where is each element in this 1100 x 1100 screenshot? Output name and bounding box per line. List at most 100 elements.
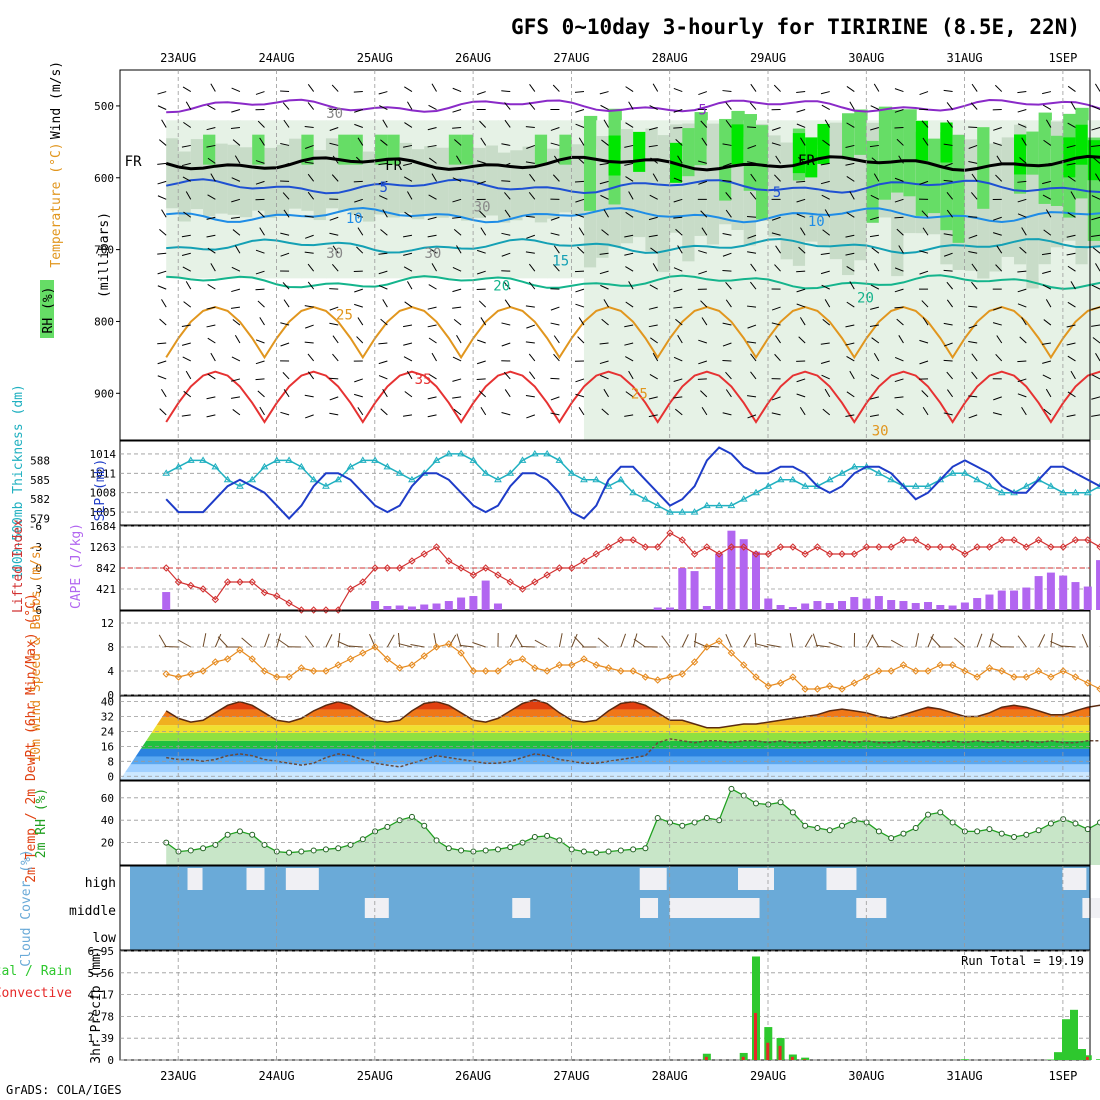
wind-barb bbox=[698, 339, 708, 344]
top-date-tick: 24AUG bbox=[258, 51, 294, 65]
wind-barb bbox=[625, 356, 634, 362]
thickness-point bbox=[494, 475, 502, 483]
temp-tick-label: 0 bbox=[107, 770, 114, 783]
temp-axis-label: 2m Temp / 2m DewPt (6hr Min/Max) (°C) bbox=[24, 593, 39, 883]
lifted-index-point bbox=[887, 543, 895, 551]
slp-tick-label: 1011 bbox=[90, 467, 117, 480]
wind-barb bbox=[815, 644, 830, 648]
wind-barb bbox=[231, 109, 241, 113]
wind-barb bbox=[161, 388, 167, 398]
lifted-index-point bbox=[850, 550, 859, 558]
wind-speed-point bbox=[285, 673, 293, 681]
wind-barb bbox=[454, 139, 462, 146]
wind-barb bbox=[698, 360, 708, 365]
lifted-index-point bbox=[1084, 536, 1092, 544]
rh-tick-label: 60 bbox=[101, 792, 114, 805]
wind-barb bbox=[650, 337, 658, 344]
wind-barb bbox=[529, 173, 536, 182]
wind-barb bbox=[206, 306, 216, 310]
lifted-index-point bbox=[776, 543, 785, 551]
wind-barb bbox=[329, 127, 339, 131]
rh-shade bbox=[1014, 134, 1028, 175]
wind-barb bbox=[161, 209, 167, 218]
wind-barb bbox=[747, 144, 757, 149]
wind-speed-point bbox=[162, 670, 170, 678]
wind-barb bbox=[259, 137, 265, 146]
lifted-index-point bbox=[752, 550, 760, 558]
thickness-tick-label: 579 bbox=[30, 513, 50, 526]
isotherm-label: 10 bbox=[808, 214, 825, 230]
wind-barb bbox=[331, 174, 339, 182]
wind-barb bbox=[185, 281, 192, 290]
wind-barb bbox=[182, 266, 192, 272]
wind-barb bbox=[1066, 162, 1076, 166]
cape-axis-label: CAPE (J/kg) bbox=[69, 523, 84, 609]
wind-barb bbox=[922, 137, 929, 146]
wind-barb bbox=[970, 102, 978, 110]
wind-barb bbox=[181, 414, 191, 417]
wind-speed-point bbox=[297, 664, 306, 672]
wind-barb bbox=[976, 633, 983, 648]
wind-barb bbox=[577, 246, 585, 254]
wind-barb bbox=[746, 215, 757, 218]
wind-barb bbox=[403, 234, 413, 238]
wind-barb bbox=[526, 324, 535, 329]
thickness-point bbox=[248, 475, 257, 483]
rh-shade bbox=[227, 144, 241, 215]
temp-band bbox=[120, 756, 1090, 765]
wind-barb bbox=[946, 120, 953, 128]
rh-point bbox=[974, 828, 981, 835]
wind-barb bbox=[1017, 91, 1027, 94]
wind-barb bbox=[1091, 144, 1100, 147]
wind-barb bbox=[750, 173, 757, 182]
wind-barb bbox=[821, 194, 830, 200]
wind-speed-point bbox=[973, 673, 981, 681]
wind-barb bbox=[353, 91, 363, 93]
wind-barb bbox=[578, 407, 585, 416]
wind-barb bbox=[528, 191, 536, 200]
wind-barb bbox=[529, 371, 536, 380]
wind-barb bbox=[357, 317, 364, 326]
wind-barb bbox=[673, 216, 683, 219]
rh-point bbox=[937, 809, 944, 816]
wind-barb bbox=[677, 335, 683, 344]
wind-barb bbox=[771, 412, 781, 416]
rh-shade bbox=[842, 143, 856, 276]
wind-barb bbox=[1081, 633, 1089, 648]
wind-barb bbox=[207, 104, 216, 110]
wind-barb bbox=[206, 216, 216, 220]
cape-bar bbox=[653, 607, 662, 610]
wind-barb bbox=[971, 263, 978, 272]
wind-barb bbox=[428, 104, 437, 110]
wind-barb bbox=[305, 144, 314, 149]
wind-speed-point bbox=[174, 673, 183, 681]
wind-barb bbox=[231, 198, 241, 203]
wind-barb bbox=[217, 636, 229, 648]
cape-bar bbox=[997, 590, 1006, 610]
wind-barb bbox=[894, 288, 904, 293]
wind-barb bbox=[650, 157, 659, 164]
wind-barb bbox=[896, 228, 904, 236]
rh-shade bbox=[313, 150, 327, 221]
wind-barb bbox=[648, 396, 658, 400]
cape-bar bbox=[395, 605, 404, 610]
wind-barb bbox=[404, 301, 413, 308]
cape-bar bbox=[985, 594, 994, 610]
wind-frame bbox=[119, 610, 1091, 696]
precip-total-bar bbox=[1096, 1059, 1100, 1060]
bottom-date-tick: 27AUG bbox=[553, 1069, 589, 1083]
wind-barb bbox=[970, 192, 978, 200]
cloud-clear-patch bbox=[246, 868, 265, 890]
wind-barb bbox=[452, 216, 462, 219]
rh-point bbox=[593, 849, 600, 856]
precip-tick-label: 0 bbox=[107, 1054, 114, 1067]
wind-barb bbox=[259, 227, 265, 236]
bottom-date-tick: 25AUG bbox=[357, 1069, 393, 1083]
rh-point bbox=[1072, 820, 1079, 827]
thickness-point bbox=[358, 456, 367, 463]
wind-barb bbox=[789, 633, 794, 648]
wind-barb bbox=[821, 104, 830, 110]
wind-barb bbox=[846, 265, 855, 272]
rh-shade bbox=[964, 144, 979, 271]
wind-speed-point bbox=[457, 649, 465, 657]
